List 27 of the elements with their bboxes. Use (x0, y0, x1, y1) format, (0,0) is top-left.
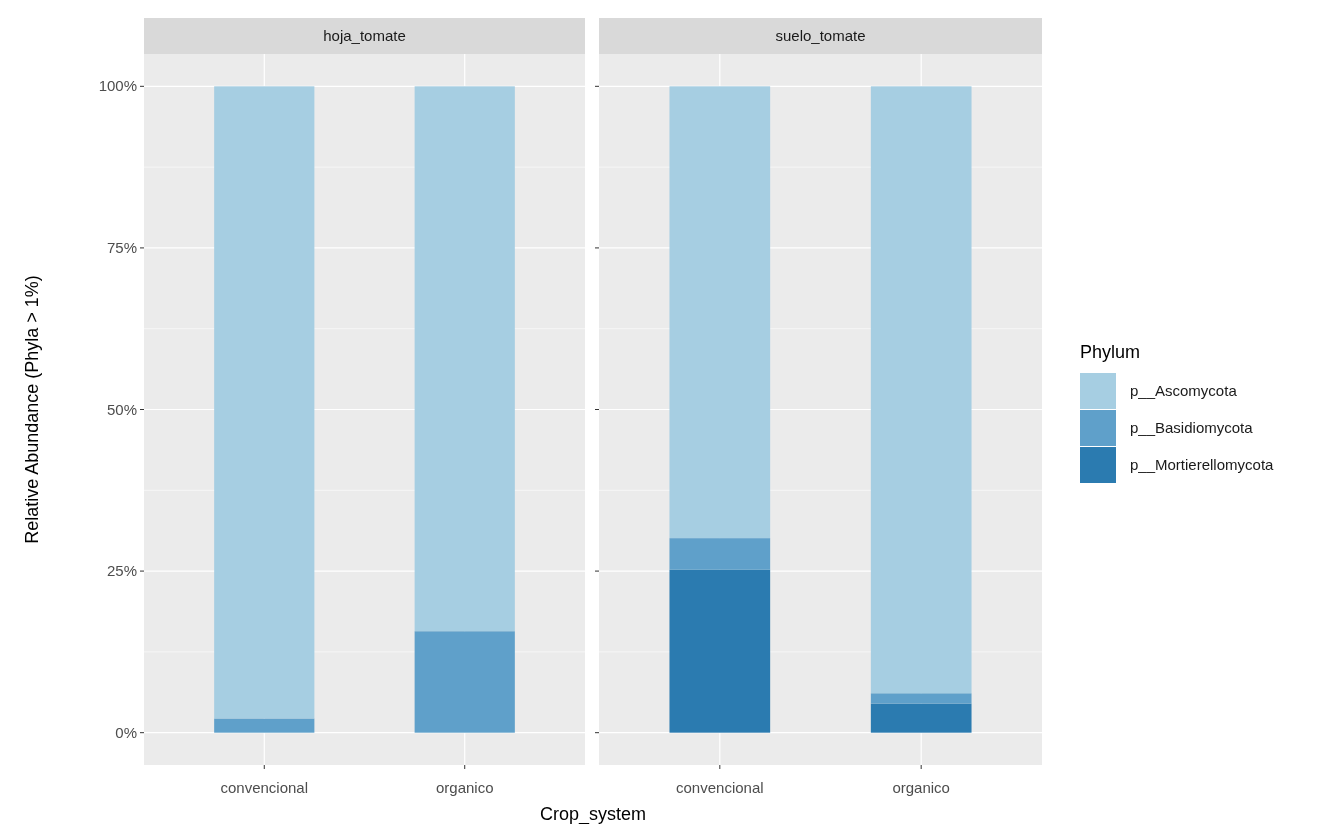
x-axis-title: Crop_system (539, 804, 647, 824)
x-tick-label: convencional (676, 779, 764, 796)
legend-label: p__Mortierellomycota (1130, 456, 1275, 473)
y-tick-label: 50% (106, 400, 137, 418)
legend-title: Phylum (1080, 342, 1141, 362)
bar (414, 86, 515, 632)
legend-label: p__Basidiomycota (1130, 419, 1254, 436)
y-tick-label: 25% (106, 562, 137, 580)
chart-title: suelo_tomate (775, 27, 866, 44)
y-tick-label: 0% (115, 723, 137, 741)
x-tick-label: organico (892, 779, 950, 796)
legend-label: p__Ascomycota (1130, 382, 1238, 399)
bar (669, 538, 771, 570)
bar (669, 86, 771, 539)
bar (414, 631, 515, 733)
y-axis-title: Relative Abundance (Phyla > 1%) (22, 275, 42, 544)
bar (214, 718, 315, 733)
x-tick-label: convencional (220, 779, 309, 796)
y-tick-label: 100% (98, 77, 137, 95)
bar (870, 703, 972, 733)
y-tick-label: 75% (106, 238, 137, 256)
bar (669, 569, 771, 733)
bar (214, 86, 315, 719)
bar (870, 693, 972, 704)
x-tick-label: organico (435, 779, 494, 796)
chart-title: hoja_tomate (323, 27, 406, 44)
bar (870, 86, 972, 694)
